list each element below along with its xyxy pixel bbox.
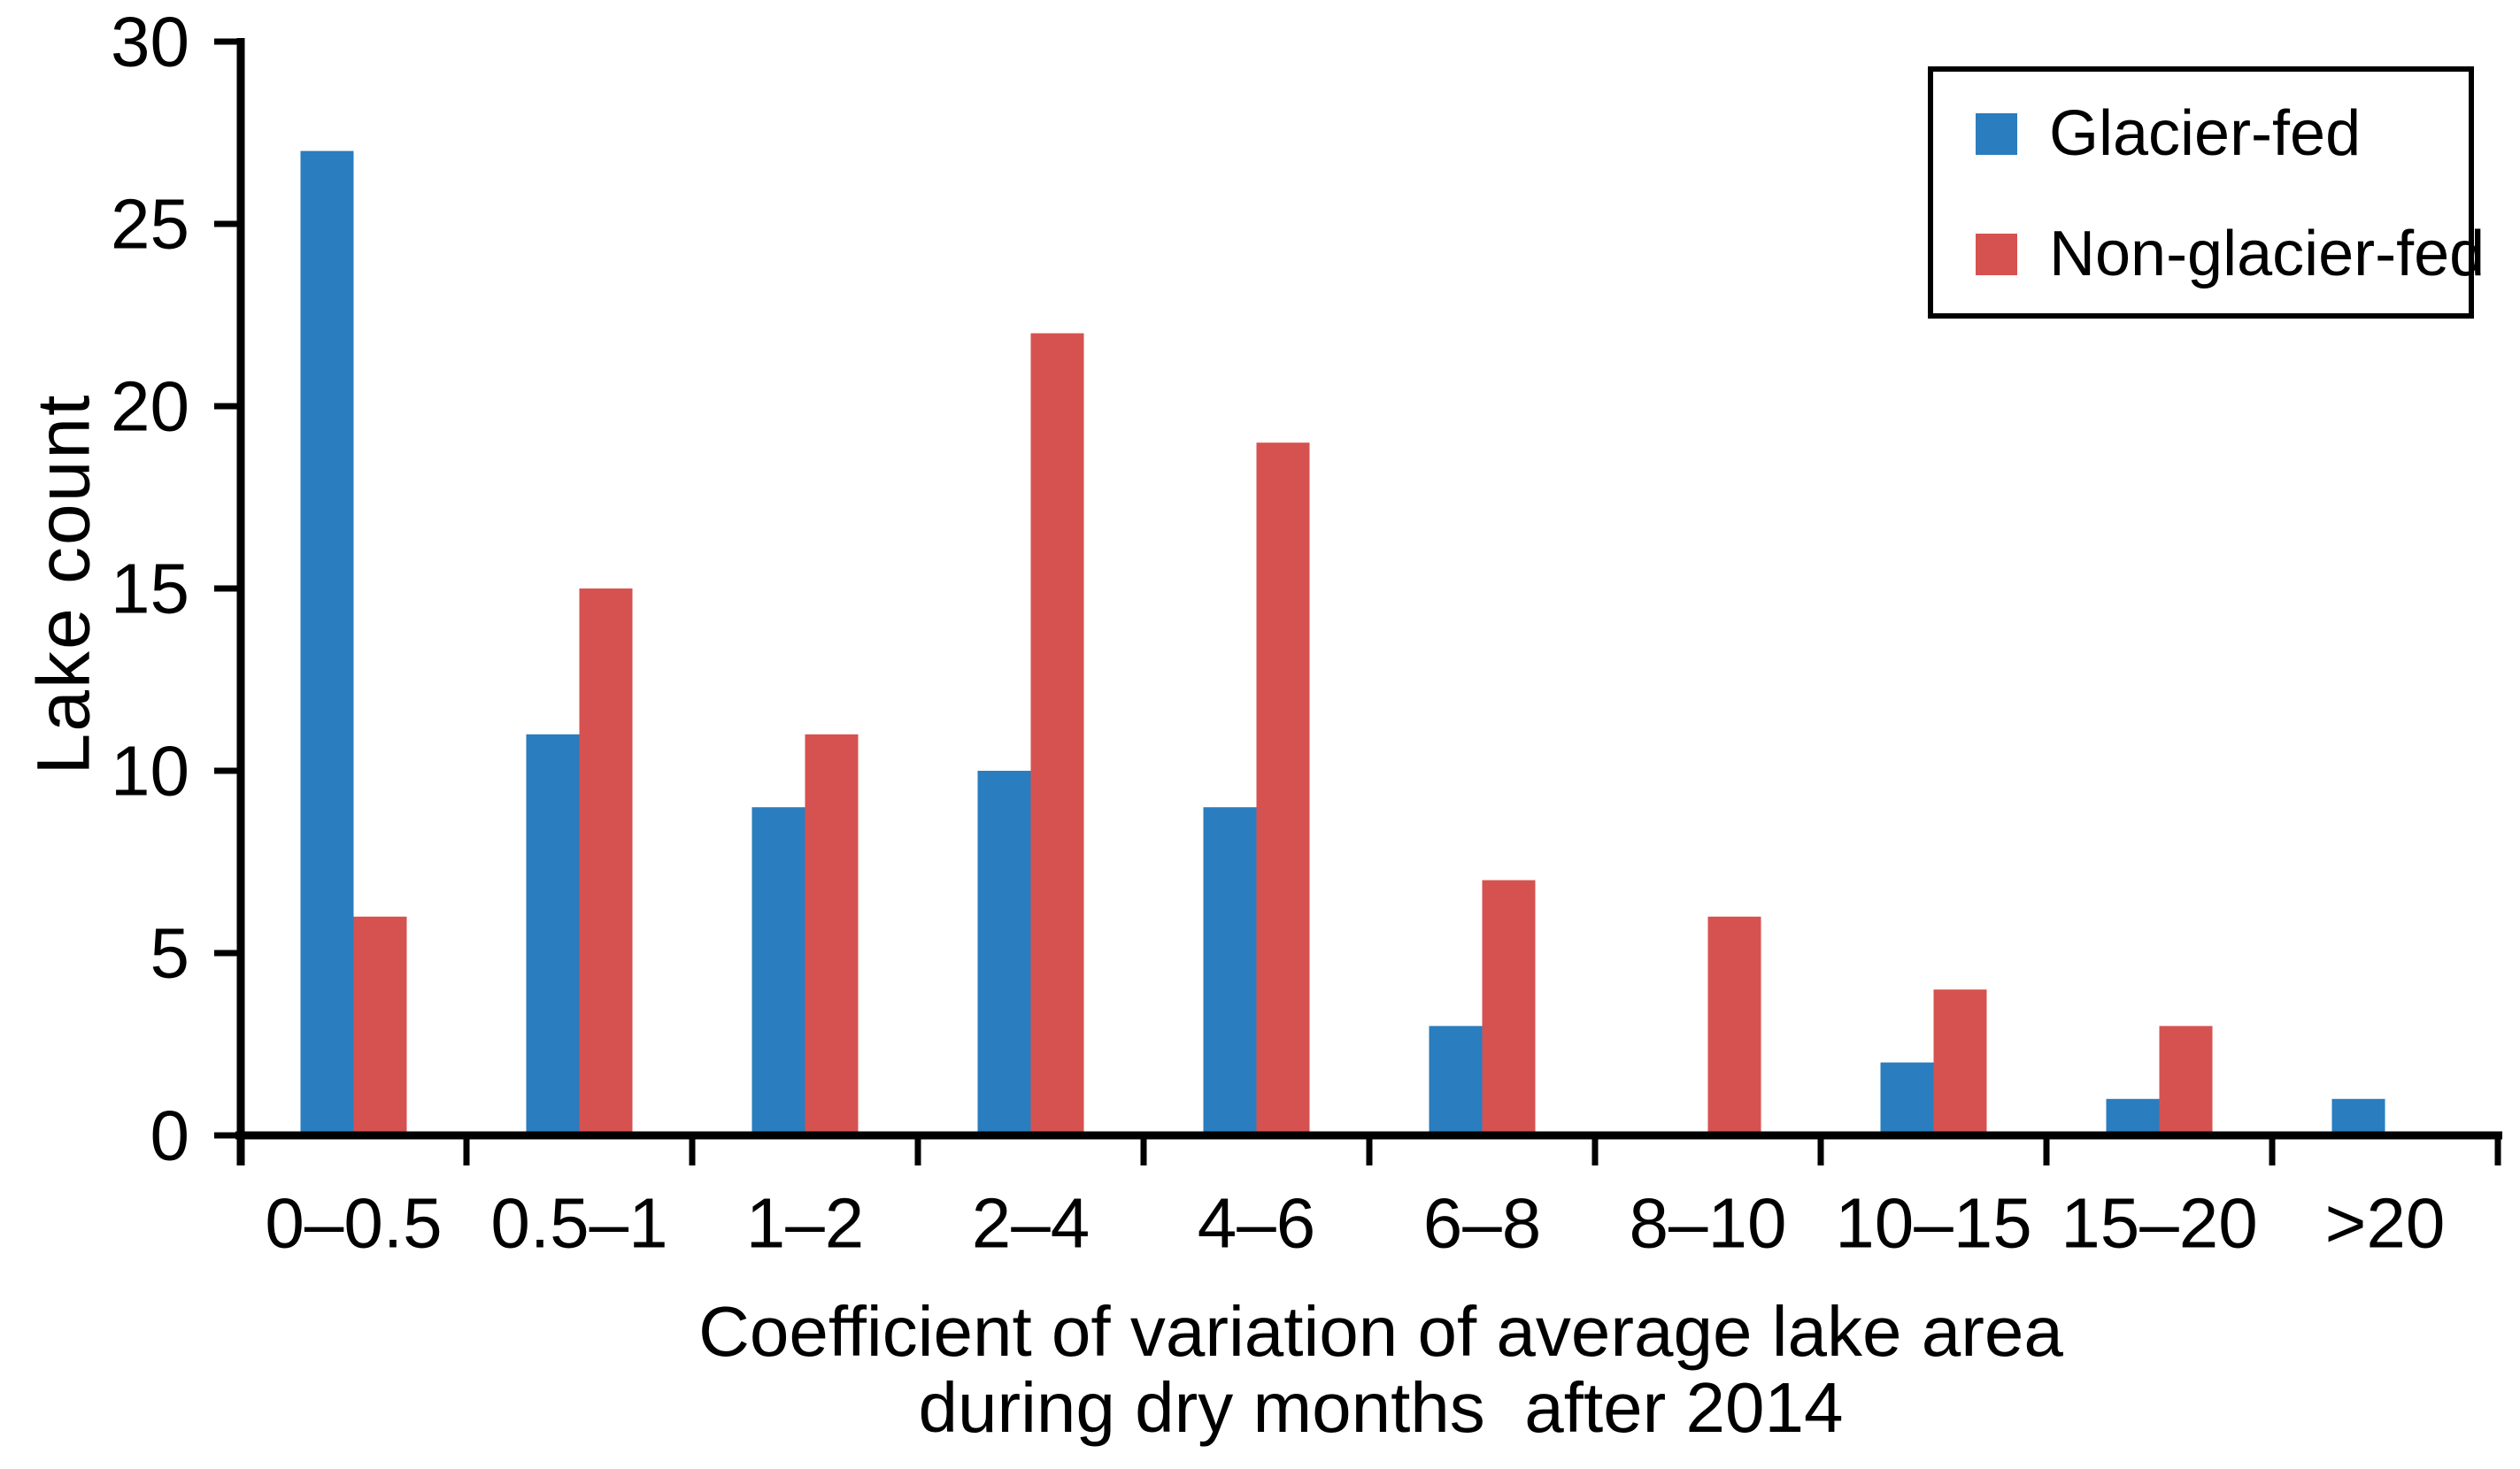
legend-item-non-glacier-fed: Non-glacier-fed: [1976, 219, 2485, 289]
x-tick-label-20: >20: [2325, 1184, 2446, 1263]
bar-non-glacier-fed-2-4: [1030, 333, 1084, 1136]
x-axis-title-line-1: Coefficient of variation of average lake…: [698, 1292, 2063, 1371]
y-tick-label-5: 5: [150, 914, 190, 993]
bar-glacier-fed-2-4: [977, 771, 1031, 1135]
bar-non-glacier-fed-0-5-1: [579, 588, 633, 1135]
y-axis-title: Lake count: [21, 393, 105, 775]
legend-swatch-non-glacier-fed: [1976, 233, 2017, 275]
x-tick-label-2-4: 2–4: [972, 1184, 1090, 1263]
x-tick-label-10-15: 10–15: [1835, 1184, 2031, 1263]
bar-glacier-fed-0-0-5: [300, 150, 354, 1136]
y-tick-label-10: 10: [111, 732, 189, 811]
bar-glacier-fed-20: [2331, 1098, 2385, 1135]
y-tick-label-0: 0: [150, 1096, 190, 1175]
legend-label-non-glacier-fed: Non-glacier-fed: [2049, 219, 2485, 289]
bar-glacier-fed-6-8: [1429, 1026, 1483, 1135]
y-tick-label-15: 15: [111, 550, 189, 628]
bar-glacier-fed-10-15: [1880, 1062, 1934, 1135]
x-tick-label-4-6: 4–6: [1198, 1184, 1315, 1263]
legend-swatch-glacier-fed: [1976, 112, 2017, 155]
legend-box: Glacier-fed Non-glacier-fed: [1928, 66, 2485, 319]
legend-item-glacier-fed: Glacier-fed: [1976, 98, 2469, 169]
bar-non-glacier-fed-0-0-5: [353, 916, 407, 1135]
bar-glacier-fed-1-2: [751, 807, 805, 1135]
x-tick-label-1-2: 1–2: [746, 1184, 864, 1263]
bar-glacier-fed-0-5-1: [526, 734, 580, 1135]
bar-non-glacier-fed-6-8: [1482, 880, 1536, 1135]
y-tick-label-30: 30: [111, 3, 189, 81]
bar-non-glacier-fed-4-6: [1256, 442, 1310, 1135]
bar-glacier-fed-15-20: [2106, 1098, 2160, 1135]
y-tick-label-25: 25: [111, 185, 189, 264]
bar-glacier-fed-4-6: [1203, 807, 1257, 1135]
x-tick-label-15-20: 15–20: [2061, 1184, 2257, 1263]
x-axis-title: Coefficient of variation of average lake…: [698, 1294, 2063, 1446]
y-tick-label-20: 20: [111, 367, 189, 446]
bar-non-glacier-fed-15-20: [2159, 1026, 2213, 1135]
x-tick-label-8-10: 8–10: [1630, 1184, 1787, 1263]
legend-label-glacier-fed: Glacier-fed: [2049, 98, 2362, 169]
x-axis-title-line-2: during dry months after 2014: [918, 1368, 1844, 1447]
x-tick-label-0-5-1: 0.5–1: [490, 1184, 667, 1263]
x-tick-label-6-8: 6–8: [1423, 1184, 1541, 1263]
bar-non-glacier-fed-1-2: [805, 734, 859, 1135]
bar-non-glacier-fed-10-15: [1933, 989, 1987, 1135]
bar-non-glacier-fed-8-10: [1707, 916, 1761, 1135]
x-tick-label-0-0-5: 0–0.5: [265, 1184, 442, 1263]
